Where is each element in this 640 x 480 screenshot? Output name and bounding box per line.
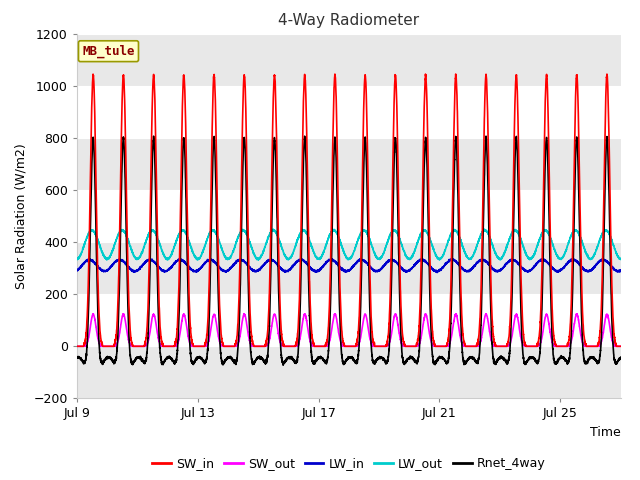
Bar <box>77 190 621 242</box>
Title: 4-Way Radiometer: 4-Way Radiometer <box>278 13 419 28</box>
Bar <box>77 86 621 138</box>
Bar <box>77 294 621 346</box>
Text: MB_tule: MB_tule <box>82 45 135 58</box>
Legend: SW_in, SW_out, LW_in, LW_out, Rnet_4way: SW_in, SW_out, LW_in, LW_out, Rnet_4way <box>147 452 550 475</box>
Y-axis label: Solar Radiation (W/m2): Solar Radiation (W/m2) <box>15 143 28 289</box>
Bar <box>77 346 621 398</box>
Bar <box>77 138 621 190</box>
Bar <box>77 242 621 294</box>
X-axis label: Time: Time <box>590 426 621 439</box>
Bar <box>77 34 621 86</box>
